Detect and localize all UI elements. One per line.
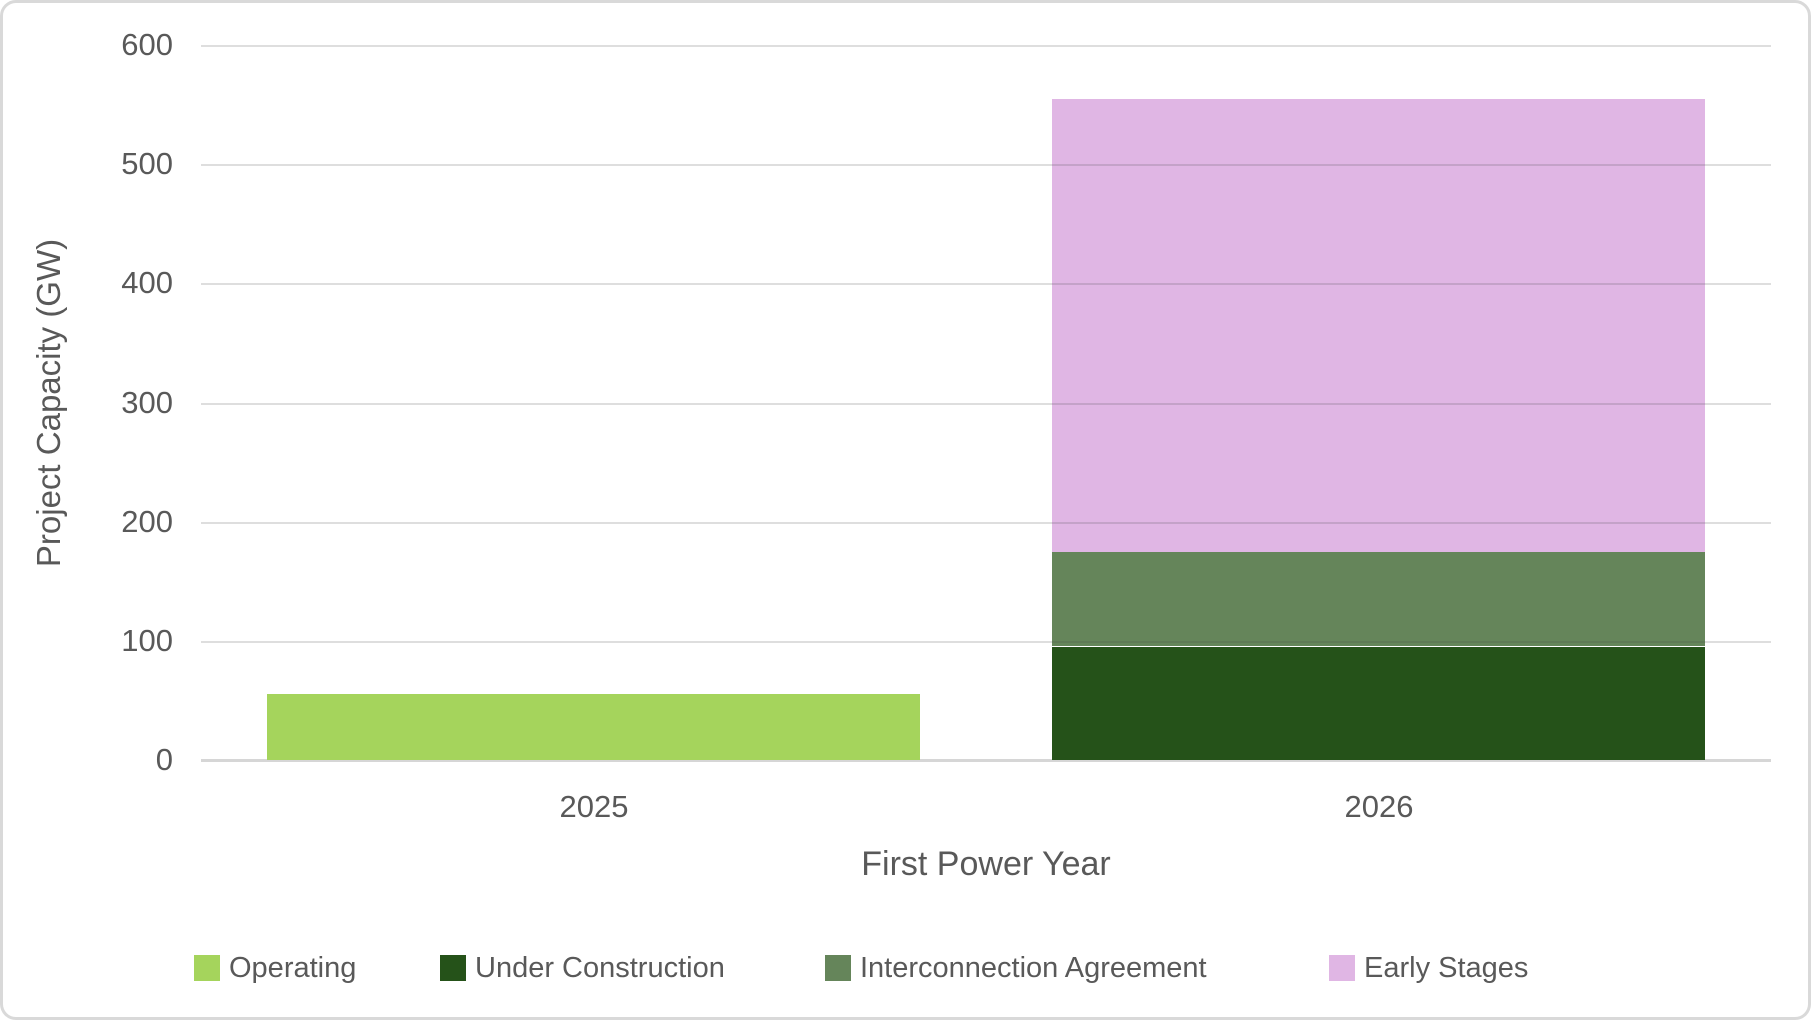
legend-label: Early Stages [1364, 951, 1529, 984]
legend-item-early-stages: Early Stages [1329, 952, 1528, 984]
legend-label: Interconnection Agreement [860, 951, 1207, 984]
x-tick-label-2025: 2025 [559, 789, 629, 824]
gridline-500 [201, 164, 1771, 166]
bar-2025-operating [267, 694, 920, 760]
x-tick-label-2026: 2026 [1344, 789, 1414, 824]
bar-2026-interconnection-agreement [1052, 551, 1705, 646]
gridline-400 [201, 283, 1771, 285]
bar-2026-under-construction [1052, 647, 1705, 760]
legend-label: Under Construction [475, 951, 725, 984]
legend-swatch-icon [825, 955, 851, 981]
y-tick-label-100: 100 [121, 623, 173, 658]
bar-2026-early-stages [1052, 99, 1705, 552]
legend-item-under-construction: Under Construction [440, 952, 725, 984]
y-tick-label-300: 300 [121, 385, 173, 420]
y-tick-label-400: 400 [121, 265, 173, 300]
legend: Operating Under Construction Interconnecti… [3, 952, 1808, 992]
y-tick-label-600: 600 [121, 27, 173, 62]
x-axis-baseline [201, 759, 1771, 762]
legend-swatch-icon [440, 955, 466, 981]
legend-item-interconnection-agreement: Interconnection Agreement [825, 952, 1207, 984]
legend-swatch-icon [1329, 955, 1355, 981]
x-axis-title: First Power Year [861, 845, 1111, 883]
y-tick-label-0: 0 [155, 742, 173, 777]
gridline-600 [201, 45, 1771, 47]
gridline-100 [201, 641, 1771, 643]
legend-label: Operating [229, 951, 357, 984]
y-tick-label-500: 500 [121, 146, 173, 181]
y-tick-label-200: 200 [121, 504, 173, 539]
gridline-300 [201, 403, 1771, 405]
gridline-200 [201, 522, 1771, 524]
legend-swatch-icon [194, 955, 220, 981]
legend-item-operating: Operating [194, 952, 356, 984]
